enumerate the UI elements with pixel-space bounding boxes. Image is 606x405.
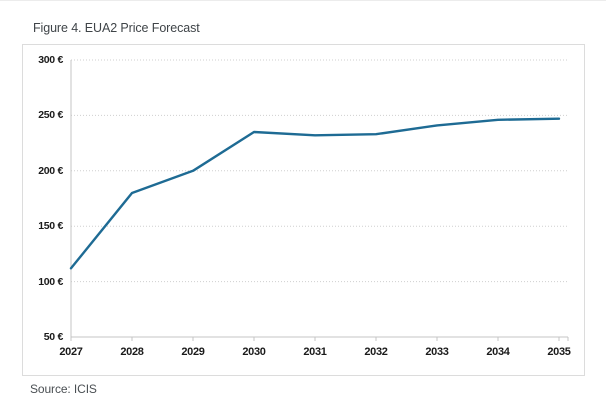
line-chart-canvas bbox=[69, 59, 569, 341]
source-note: Source: ICIS bbox=[30, 382, 97, 396]
price-line-series bbox=[69, 117, 561, 270]
figure-title: Figure 4. EUA2 Price Forecast bbox=[33, 21, 200, 35]
price-forecast-chart: 300 €250 €200 €150 €100 €50 € 2027 2028 20… bbox=[22, 44, 585, 376]
